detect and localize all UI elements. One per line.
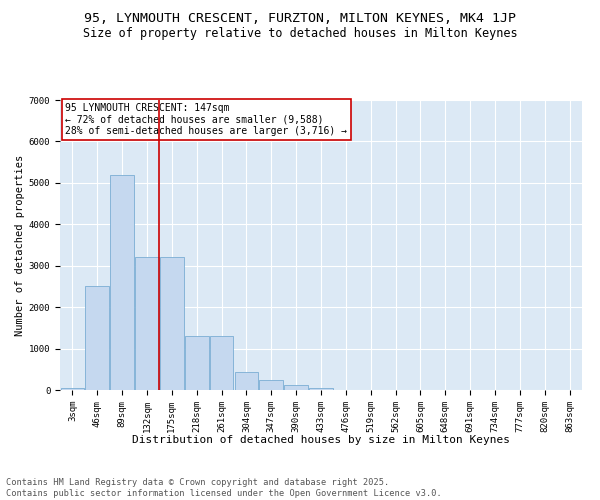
Bar: [185, 336, 209, 390]
Text: 95, LYNMOUTH CRESCENT, FURZTON, MILTON KEYNES, MK4 1JP: 95, LYNMOUTH CRESCENT, FURZTON, MILTON K…: [84, 12, 516, 26]
Bar: [160, 258, 184, 390]
X-axis label: Distribution of detached houses by size in Milton Keynes: Distribution of detached houses by size …: [132, 434, 510, 445]
Bar: [309, 388, 333, 390]
Text: Size of property relative to detached houses in Milton Keynes: Size of property relative to detached ho…: [83, 28, 517, 40]
Bar: [61, 388, 84, 390]
Bar: [284, 386, 308, 390]
Bar: [110, 174, 134, 390]
Bar: [235, 372, 258, 390]
Bar: [210, 336, 233, 390]
Bar: [85, 286, 109, 390]
Text: Contains HM Land Registry data © Crown copyright and database right 2025.
Contai: Contains HM Land Registry data © Crown c…: [6, 478, 442, 498]
Text: 95 LYNMOUTH CRESCENT: 147sqm
← 72% of detached houses are smaller (9,588)
28% of: 95 LYNMOUTH CRESCENT: 147sqm ← 72% of de…: [65, 103, 347, 136]
Bar: [135, 258, 159, 390]
Bar: [259, 380, 283, 390]
Y-axis label: Number of detached properties: Number of detached properties: [14, 154, 25, 336]
